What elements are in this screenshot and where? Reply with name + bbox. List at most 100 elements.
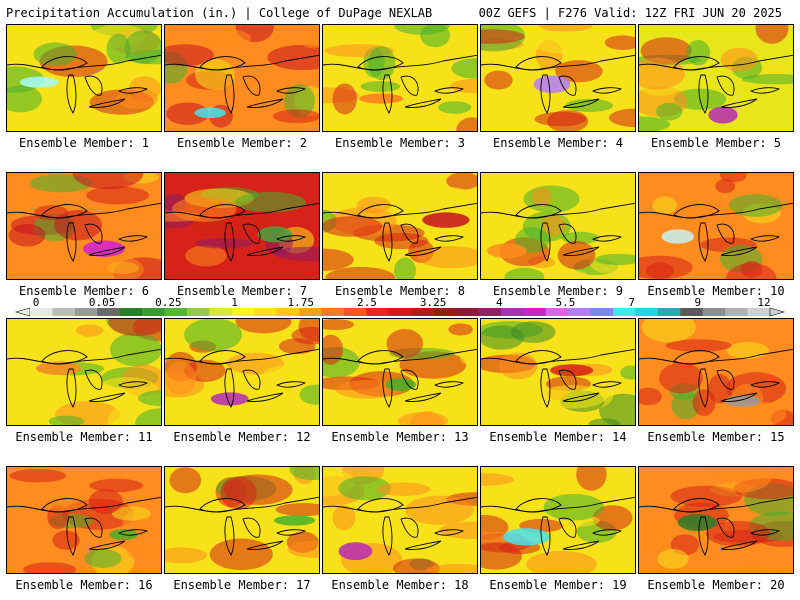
lake-superior	[515, 350, 562, 365]
ensemble-member-label: Ensemble Member: 12	[173, 430, 311, 444]
lake-michigan	[540, 368, 551, 408]
colorbar-swatch	[411, 308, 435, 316]
precip-field	[323, 467, 477, 573]
colorbar-max-arrow	[769, 307, 786, 317]
precip-field	[7, 25, 161, 131]
ensemble-map	[322, 24, 478, 132]
lake-ontario	[117, 529, 149, 536]
lake-ontario	[591, 529, 623, 536]
colorbar-tick-label: 4	[496, 296, 503, 309]
ensemble-member-label: Ensemble Member: 1	[18, 136, 150, 150]
lake-superior	[673, 350, 720, 365]
lake-ontario	[749, 87, 781, 94]
lake-michigan	[540, 516, 551, 556]
ensemble-member-label: Ensemble Member: 20	[647, 578, 785, 592]
lake-superior	[515, 204, 562, 219]
ensemble-map	[164, 24, 320, 132]
ensemble-member-label: Ensemble Member: 5	[650, 136, 782, 150]
colorbar-swatch	[366, 308, 390, 316]
lake-huron	[400, 223, 419, 244]
colorbar-swatch	[142, 308, 166, 316]
colorbar-swatch	[343, 308, 367, 316]
colorbar-swatch	[276, 308, 300, 316]
ensemble-map	[638, 172, 794, 280]
precip-field	[639, 25, 793, 131]
lake-ontario	[433, 235, 465, 242]
lake-erie	[404, 392, 442, 402]
lake-huron	[716, 223, 735, 244]
ensemble-map	[638, 318, 794, 426]
precip-field	[165, 25, 319, 131]
colorbar-swatch	[433, 308, 457, 316]
lake-huron	[716, 517, 735, 538]
ensemble-member-label: Ensemble Member: 13	[331, 430, 469, 444]
colorbar-min-arrow	[14, 307, 31, 317]
colorbar-tick-label: 7	[628, 296, 635, 309]
ensemble-member-label: Ensemble Member: 6	[18, 284, 150, 298]
lake-erie	[246, 246, 284, 256]
lake-superior	[673, 204, 720, 219]
precip-field	[481, 25, 635, 131]
lake-ontario	[433, 87, 465, 94]
lake-michigan	[224, 74, 235, 114]
lake-erie	[246, 392, 284, 402]
ensemble-member-label: Ensemble Member: 15	[647, 430, 785, 444]
ensemble-map	[322, 466, 478, 574]
lake-erie	[720, 246, 758, 256]
run-info: 00Z GEFS | F276 Valid: 12Z FRI JUN 20 20…	[478, 6, 782, 20]
ensemble-map	[480, 172, 636, 280]
colorbar-swatch	[74, 308, 98, 316]
colorbar-swatch	[231, 308, 255, 316]
ensemble-map	[638, 24, 794, 132]
lake-michigan	[66, 222, 77, 262]
ensemble-member-label: Ensemble Member: 17	[173, 578, 311, 592]
lake-superior	[357, 498, 404, 513]
colorbar-swatch	[725, 308, 749, 316]
lake-ontario	[117, 235, 149, 242]
lake-erie	[88, 246, 126, 256]
lake-ontario	[591, 87, 623, 94]
lake-superior	[673, 498, 720, 513]
lake-michigan	[698, 222, 709, 262]
colorbar-swatch	[388, 308, 412, 316]
lake-michigan	[66, 368, 77, 408]
lake-erie	[562, 540, 600, 550]
colorbar-swatch	[500, 308, 524, 316]
lake-michigan	[540, 222, 551, 262]
ensemble-map	[6, 318, 162, 426]
lake-michigan	[224, 368, 235, 408]
colorbar-swatch	[254, 308, 278, 316]
precip-field	[639, 467, 793, 573]
lake-superior	[357, 204, 404, 219]
colorbar-swatch	[680, 308, 704, 316]
lake-erie	[88, 540, 126, 550]
lake-ontario	[749, 381, 781, 388]
precip-field	[639, 173, 793, 279]
lake-ontario	[275, 381, 307, 388]
ensemble-map	[164, 318, 320, 426]
lake-ontario	[275, 87, 307, 94]
colorbar-swatch	[97, 308, 121, 316]
precip-field	[165, 467, 319, 573]
ensemble-map	[480, 318, 636, 426]
lake-superior	[41, 204, 88, 219]
lake-huron	[84, 369, 103, 390]
lake-ontario	[433, 529, 465, 536]
lake-ontario	[591, 381, 623, 388]
colorbar-swatch	[119, 308, 143, 316]
lake-huron	[400, 75, 419, 96]
lake-superior	[41, 350, 88, 365]
precip-field	[7, 173, 161, 279]
precip-field	[7, 319, 161, 425]
lake-ontario	[749, 235, 781, 242]
lake-erie	[404, 540, 442, 550]
lake-huron	[242, 369, 261, 390]
ensemble-member-label: Ensemble Member: 3	[334, 136, 466, 150]
colorbar-swatch	[590, 308, 614, 316]
colorbar-swatch	[523, 308, 547, 316]
lake-ontario	[591, 235, 623, 242]
colorbar-tick-label: 0.25	[155, 296, 182, 309]
lake-michigan	[698, 74, 709, 114]
colorbar-swatch	[209, 308, 233, 316]
lake-erie	[88, 98, 126, 108]
